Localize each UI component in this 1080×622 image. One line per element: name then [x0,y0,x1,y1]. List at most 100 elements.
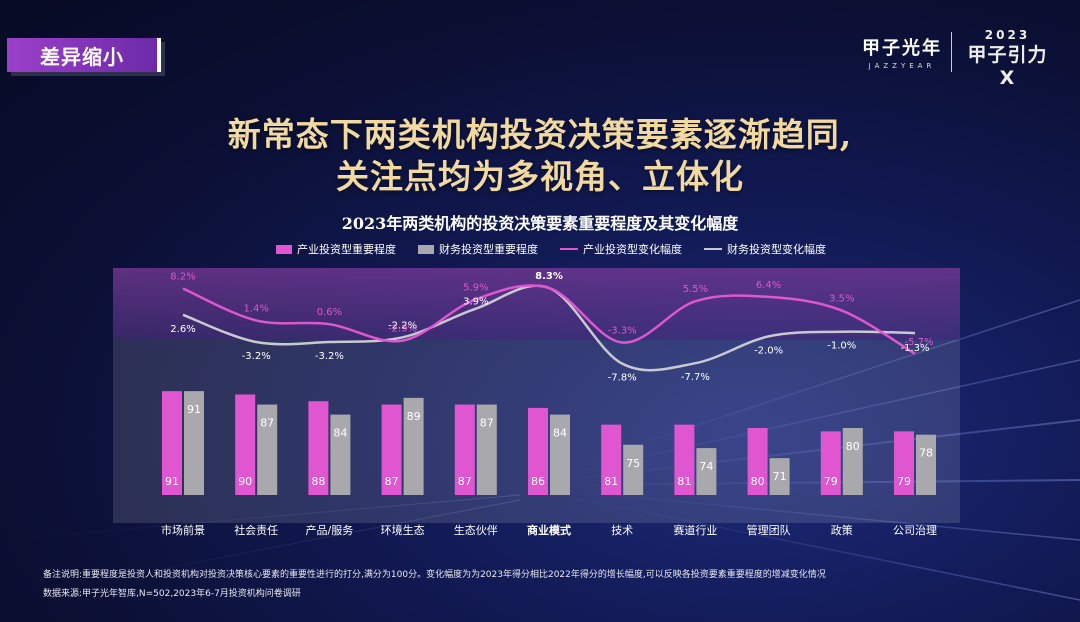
bar-financial-7 [696,448,717,495]
bar-financial-0 [184,391,204,495]
event-logo-name: 甲子引力X [967,44,1048,89]
bar-industry-8 [747,428,768,495]
bar-industry-3 [381,404,402,495]
point-label-industry-1: 1.4% [243,303,268,314]
bar-financial-10 [916,434,936,495]
legend-swatch [418,244,434,254]
point-label-financial-1: -3.2% [242,351,271,362]
line-industry-change [182,284,916,355]
footnote-source: 数据来源:甲子光年智库,N=502,2023年6-7月投资机构问卷调研 [43,589,301,599]
point-label-industry-6: -3.3% [608,326,637,337]
bar-label-industry-0: 91 [165,475,179,488]
x-tick-label-3: 环境生态 [381,523,425,537]
bar-label-financial-2: 84 [333,427,347,440]
point-label-financial-6: -7.8% [608,373,637,384]
point-label-financial-7: -7.7% [681,372,710,383]
footnote-explanation: 备注说明:重要程度是投资人和投资机构对投资决策核心要素的重要性进行的打分,满分为… [43,570,826,580]
section-tag-label: 差异缩小 [40,44,124,69]
point-label-industry-9: 3.5% [829,294,854,305]
headline-line-1: 新常态下两类机构投资决策要素逐渐趋同, [227,115,853,154]
logo-divider [951,32,952,72]
legend-item-financial-line: 财务投资型变化幅度 [704,241,826,257]
bar-financial-6 [623,444,644,495]
bar-label-financial-7: 74 [699,460,713,473]
bar-label-financial-1: 87 [260,417,274,430]
point-label-industry-3: -2.9% [388,324,417,335]
bar-label-financial-4: 87 [480,417,494,430]
bar-financial-9 [842,428,863,495]
bar-industry-5 [528,407,548,495]
chart-title: 2023年两类机构的投资决策要素重要程度及其变化幅度 [341,214,739,233]
bar-industry-0 [162,391,182,495]
point-label-industry-10: -5.7% [904,337,933,348]
x-tick-label-1: 社会责任 [234,523,278,537]
legend-label: 产业投资型重要程度 [297,243,396,256]
bar-label-financial-0: 91 [187,403,201,416]
bar-label-industry-6: 81 [604,475,618,488]
point-label-financial-10: -1.3% [900,343,929,354]
legend-swatch [276,244,292,254]
x-tick-label-2: 产品/服务 [306,523,354,537]
x-tick-label-0: 市场前景 [161,523,205,537]
logo-en-text: JAZZYEAR [868,62,936,70]
legend-item-industry-line: 产业投资型变化幅度 [560,241,682,257]
bar-label-financial-3: 89 [407,410,421,423]
x-tick-label-9: 政策 [831,523,853,537]
bar-label-industry-7: 81 [677,475,691,488]
bar-industry-1 [235,394,256,495]
bar-industry-6 [601,424,622,495]
point-label-industry-5: 8.3% [535,271,563,282]
bar-financial-8 [769,458,790,495]
legend-item-industry-bar: 产业投资型重要程度 [276,241,396,257]
point-label-industry-4: 5.9% [463,282,488,293]
x-tick-label-10: 公司治理 [893,523,937,537]
bar-label-industry-5: 86 [531,475,545,488]
bar-industry-9 [820,431,841,495]
x-tick-label-5: 商业模式 [527,523,571,537]
bar-label-industry-8: 80 [751,475,765,488]
point-label-financial-0: 2.6% [170,324,195,335]
point-label-industry-2: 0.6% [317,307,342,318]
bar-label-industry-3: 87 [385,475,399,488]
jazzyear-logo: 甲子光年 JAZZYEAR [858,34,946,70]
bar-industry-2 [308,401,329,495]
event-logo: 2023 甲子引力X [960,28,1055,89]
point-label-financial-4: 3.9% [463,297,488,308]
legend-label: 财务投资型重要程度 [439,243,538,256]
bar-industry-4 [454,404,475,495]
bar-label-industry-1: 90 [238,475,252,488]
bar-financial-2 [330,414,351,495]
bar-financial-3 [403,397,424,495]
logo-cn-text: 甲子光年 [862,38,942,59]
bar-label-industry-9: 79 [824,475,838,488]
bar-financial-5 [550,414,570,495]
bar-industry-7 [674,424,695,495]
bar-label-industry-10: 79 [897,475,911,488]
event-logo-year: 2023 [984,28,1031,42]
bar-label-financial-10: 78 [919,447,933,460]
section-tag: 差异缩小 [7,38,161,72]
x-tick-label-4: 生态伙伴 [454,523,498,537]
bar-label-financial-8: 71 [773,470,787,483]
x-tick-label-8: 管理团队 [747,523,791,537]
bar-financial-1 [257,404,278,495]
point-label-financial-9: -1.0% [827,341,856,352]
bar-label-industry-4: 87 [458,475,472,488]
point-label-industry-0: 8.2% [170,271,195,282]
point-label-industry-8: 6.4% [756,280,781,291]
legend-swatch [560,248,578,250]
point-label-financial-3: -2.2% [388,320,417,331]
point-label-industry-7: 5.5% [683,284,708,295]
bar-label-financial-6: 75 [626,457,640,470]
bar-industry-10 [894,431,914,495]
chart-legend: 产业投资型重要程度 财务投资型重要程度 产业投资型变化幅度 财务投资型变化幅度 [276,242,848,256]
legend-item-financial-bar: 财务投资型重要程度 [418,241,538,257]
x-tick-label-6: 技术 [611,524,633,537]
legend-label: 财务投资型变化幅度 [727,243,826,256]
bar-label-financial-9: 80 [846,440,860,453]
bar-financial-4 [476,404,497,495]
bar-label-financial-5: 84 [553,427,567,440]
x-tick-label-7: 赛道行业 [673,523,717,537]
legend-label: 产业投资型变化幅度 [583,243,682,256]
legend-swatch [704,248,722,250]
